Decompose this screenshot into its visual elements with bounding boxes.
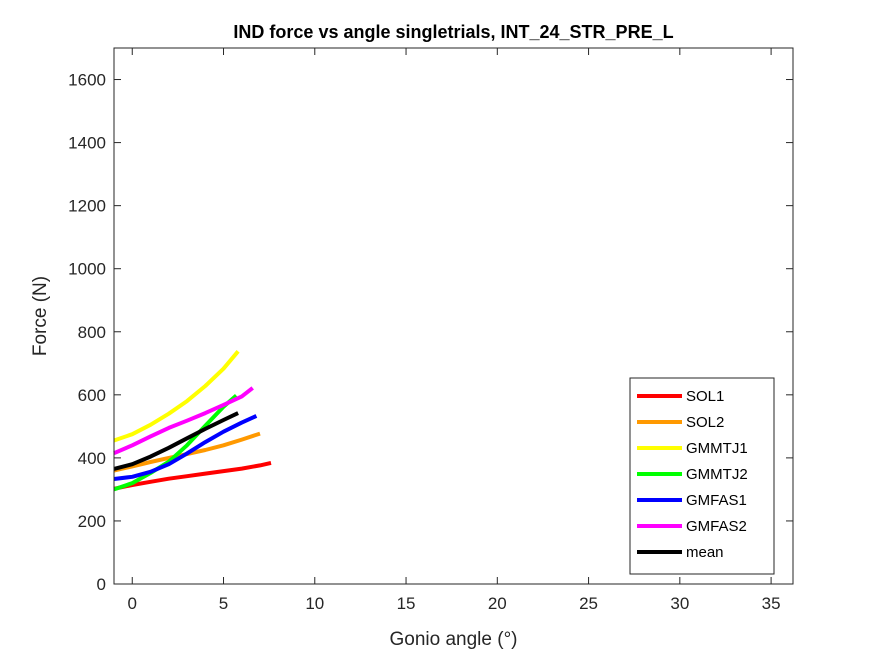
x-tick-label: 15	[397, 594, 416, 613]
x-tick-label: 30	[670, 594, 689, 613]
x-tick-label: 10	[305, 594, 324, 613]
chart-title: IND force vs angle singletrials, INT_24_…	[233, 22, 673, 42]
series-line-gmfas2	[113, 386, 254, 456]
y-tick-label: 400	[78, 449, 106, 468]
x-tick-label: 0	[128, 594, 137, 613]
axis-ticks: 0 5 10 15 20 25 30 35 0 200 400 600 800 1000 1200 1400 1…	[68, 48, 793, 613]
legend-label-mean: mean	[686, 544, 724, 561]
series-lines	[113, 350, 272, 492]
series-line-gmfas1	[113, 414, 258, 481]
x-tick-label: 25	[579, 594, 598, 613]
y-tick-label: 1000	[68, 260, 106, 279]
series-line-gmmtj1	[113, 350, 240, 443]
legend-label-sol1: SOL1	[686, 388, 724, 405]
x-axis-label: Gonio angle (°)	[390, 629, 518, 650]
x-tick-label: 35	[762, 594, 781, 613]
x-tick-label: 5	[219, 594, 228, 613]
y-tick-label: 800	[78, 323, 106, 342]
series-line-sol1	[113, 460, 272, 491]
legend-label-gmfas2: GMFAS2	[686, 518, 747, 535]
legend-label-gmmtj1: GMMTJ1	[686, 440, 748, 457]
axes-box	[113, 47, 794, 585]
legend-label-gmmtj2: GMMTJ2	[686, 466, 748, 483]
y-axis-label: Force (N)	[30, 276, 51, 356]
y-tick-label: 1200	[68, 197, 106, 216]
legend-label-gmfas1: GMFAS1	[686, 492, 747, 509]
y-tick-label: 0	[97, 575, 106, 594]
legend-label-sol2: SOL2	[686, 414, 724, 431]
y-tick-label: 200	[78, 512, 106, 531]
x-tick-label: 20	[488, 594, 507, 613]
y-tick-label: 1600	[68, 71, 106, 90]
series-line-gmmtj2	[113, 394, 238, 492]
y-tick-label: 1400	[68, 134, 106, 153]
y-tick-label: 600	[78, 386, 106, 405]
legend: SOL1 SOL2 GMMTJ1 GMMTJ2 GMFAS1 GMFAS2 mean	[629, 377, 775, 575]
series-line-mean	[113, 411, 239, 471]
